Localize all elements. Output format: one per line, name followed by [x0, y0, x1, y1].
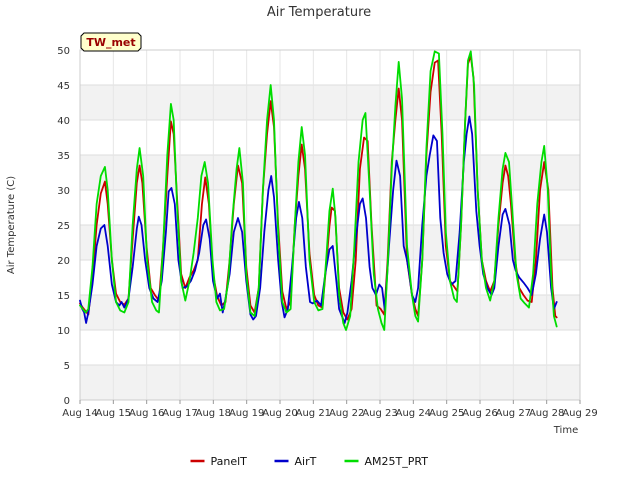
legend-label: PanelT — [211, 455, 248, 468]
x-tick-label: Aug 14 — [62, 408, 97, 419]
series-layer — [79, 50, 558, 331]
y-tick-label: 40 — [57, 116, 70, 127]
x-tick-label: Aug 17 — [162, 408, 197, 419]
y-tick-label: 50 — [57, 46, 70, 57]
legend-label: AirT — [295, 455, 317, 468]
x-tick-label: Aug 22 — [329, 408, 364, 419]
y-tick-label: 35 — [57, 151, 70, 162]
y-axis-ticks: 0 5 10 15 20 25 30 35 40 45 50 — [57, 46, 70, 407]
y-tick-label: 45 — [57, 81, 70, 92]
x-tick-label: Aug 21 — [296, 408, 331, 419]
x-tick-label: Aug 24 — [396, 408, 431, 419]
y-axis-title: Air Temperature (C) — [6, 176, 17, 274]
plot-bands — [80, 85, 580, 400]
x-tick-label: Aug 18 — [196, 408, 231, 419]
y-tick-label: 0 — [64, 396, 70, 407]
x-axis-title: Time — [553, 425, 578, 436]
plot-frame — [79, 49, 581, 401]
y-tick-label: 20 — [57, 256, 70, 267]
x-tick-label: Aug 29 — [562, 408, 597, 419]
x-tick-label: Aug 23 — [362, 408, 397, 419]
x-tick-label: Aug 16 — [129, 408, 164, 419]
x-tick-label: Aug 20 — [262, 408, 297, 419]
legend-label: AM25T_PRT — [365, 455, 429, 468]
plot-band — [80, 365, 580, 400]
station-badge: TW_met — [80, 32, 142, 52]
plot-band — [80, 155, 580, 190]
y-tick-label: 30 — [57, 186, 70, 197]
y-tick-label: 10 — [57, 326, 70, 337]
y-tick-label: 15 — [57, 291, 70, 302]
plot-band — [80, 295, 580, 330]
x-tick-label: Aug 15 — [96, 408, 131, 419]
x-tick-label: Aug 25 — [429, 408, 464, 419]
plot-band — [80, 85, 580, 120]
y-tick-label: 5 — [64, 361, 70, 372]
x-tick-label: Aug 27 — [496, 408, 531, 419]
series-line-airt — [79, 115, 558, 324]
legend: PanelT AirT AM25T_PRT — [190, 455, 429, 468]
station-badge-label: TW_met — [86, 36, 135, 49]
y-tick-label: 25 — [57, 221, 70, 232]
x-tick-label: Aug 19 — [229, 408, 264, 419]
x-tick-label: Aug 26 — [462, 408, 497, 419]
x-tick-label: Aug 28 — [529, 408, 564, 419]
chart-title: Air Temperature — [267, 5, 371, 20]
series-line-am25t-prt — [79, 50, 558, 331]
station-badge-box — [80, 32, 142, 52]
